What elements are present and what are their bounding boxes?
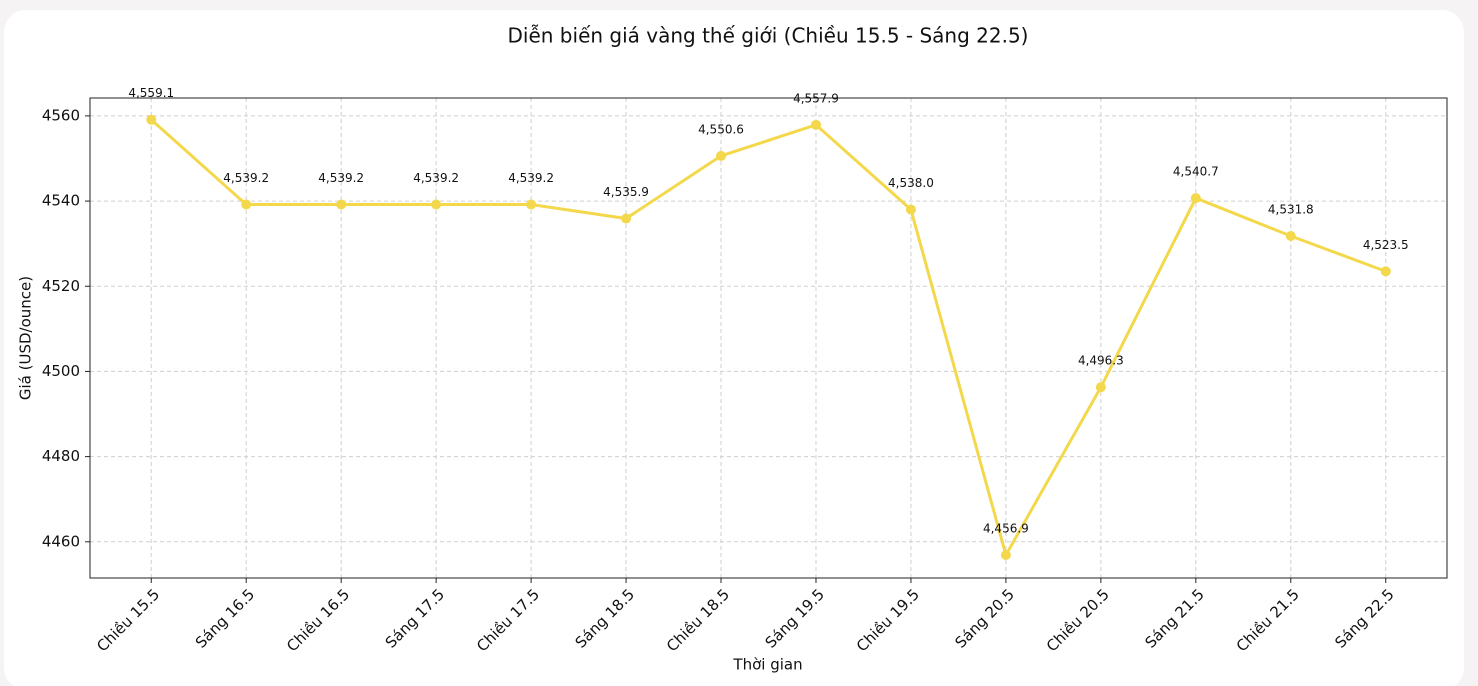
y-axis-label: Giá (USD/ounce) bbox=[17, 276, 35, 400]
value-label: 4,539.2 bbox=[508, 171, 554, 185]
point bbox=[241, 199, 252, 210]
value-label: 4,456.9 bbox=[983, 522, 1029, 536]
value-label: 4,538.0 bbox=[888, 176, 934, 190]
point bbox=[716, 150, 727, 161]
card-background bbox=[4, 10, 1464, 686]
value-label: 4,539.2 bbox=[223, 171, 269, 185]
value-label: 4,535.9 bbox=[603, 185, 649, 199]
y-tick-label: 4480 bbox=[42, 447, 80, 465]
value-label: 4,557.9 bbox=[793, 91, 839, 105]
point bbox=[1285, 230, 1296, 241]
plot-frame bbox=[89, 97, 1448, 579]
y-tick-label: 4460 bbox=[42, 532, 80, 550]
point bbox=[526, 199, 537, 210]
value-label: 4,540.7 bbox=[1173, 165, 1219, 179]
point bbox=[431, 199, 442, 210]
point bbox=[146, 114, 157, 125]
line bbox=[150, 118, 1387, 559]
value-label: 4,523.5 bbox=[1363, 238, 1409, 252]
point bbox=[1380, 266, 1391, 277]
value-label: 4,559.1 bbox=[128, 86, 174, 100]
point bbox=[905, 204, 916, 215]
chart-title: Diễn biến giá vàng thế giới (Chiều 15.5 … bbox=[508, 24, 1029, 48]
value-label: 4,531.8 bbox=[1268, 202, 1314, 216]
point bbox=[1095, 382, 1106, 393]
y-tick-label: 4520 bbox=[42, 277, 80, 295]
y-tick-label: 4560 bbox=[42, 106, 80, 124]
y-tick-label: 4500 bbox=[42, 362, 80, 380]
value-label: 4,539.2 bbox=[413, 171, 459, 185]
point bbox=[1000, 550, 1011, 561]
value-label: 4,496.3 bbox=[1078, 354, 1124, 368]
point bbox=[810, 119, 821, 130]
value-label: 4,539.2 bbox=[318, 171, 364, 185]
point bbox=[621, 213, 632, 224]
x-axis-label: Thời gian bbox=[732, 656, 802, 674]
y-tick-label: 4540 bbox=[42, 192, 80, 210]
value-label: 4,550.6 bbox=[698, 122, 744, 136]
point bbox=[336, 199, 347, 210]
point bbox=[1190, 193, 1201, 204]
